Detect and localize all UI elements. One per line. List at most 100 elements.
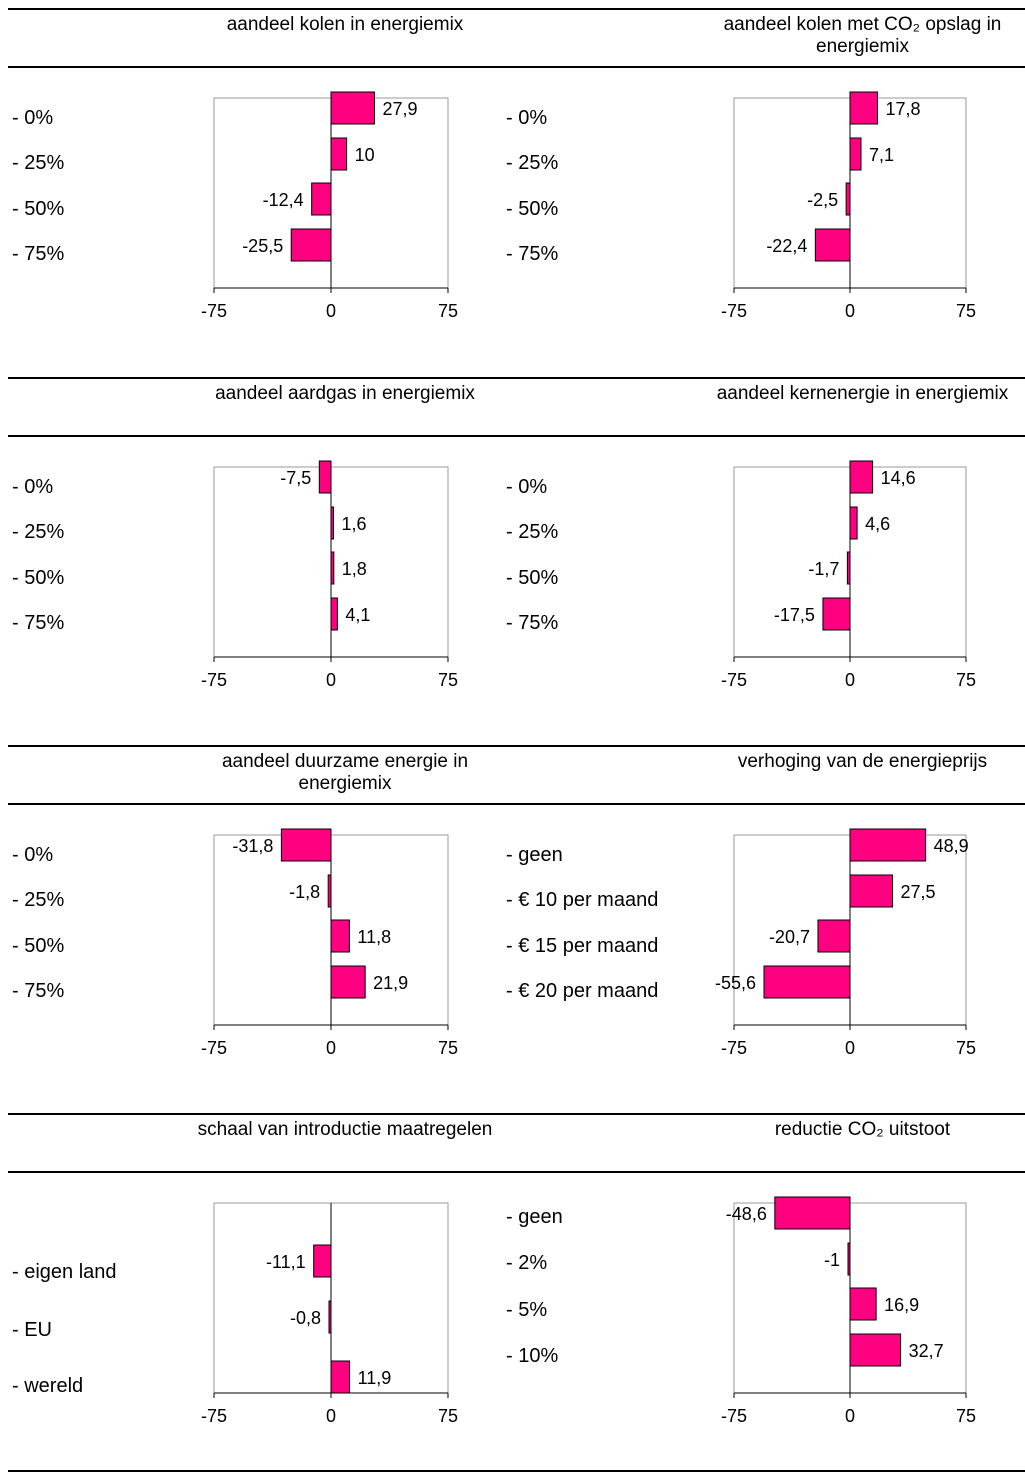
category-label: - 25% [12,152,65,174]
bar-value-label: 21,9 [373,973,408,993]
x-tick-label: -75 [201,301,227,321]
bar [846,551,851,585]
x-tick-label: -75 [721,1406,747,1426]
category-label: - 50% [506,198,559,220]
category-label: - 10% [506,1345,559,1367]
bar-value-label: -25,5 [242,236,283,256]
bar [849,828,927,862]
section-title-rule [8,435,1025,437]
bar [330,551,335,585]
bar-value-label: 11,8 [357,927,391,947]
category-label: - 75% [506,612,559,634]
x-tick-label: 75 [956,1406,976,1426]
section-title-rule [8,1171,1025,1173]
chart-title: aandeel kolen met CO₂ opslag in energiem… [723,14,1002,57]
bar [318,460,332,494]
chart-title: verhoging van de energieprijs [737,751,988,772]
bar [817,919,851,953]
category-label: - 50% [506,567,559,589]
category-label: - € 15 per maand [506,935,659,957]
bar [849,1287,877,1321]
section-top-rule [8,377,1025,379]
bar-value-label: 16,9 [884,1295,919,1315]
category-label: - 50% [12,935,65,957]
category-label: - 0% [12,107,54,129]
x-tick-label: -75 [201,1038,227,1058]
x-tick-label: 75 [956,1038,976,1058]
x-tick-label: -75 [721,1038,747,1058]
section-title-rule [8,803,1025,805]
bar-value-label: -12,4 [263,190,304,210]
bar-value-label: 11,9 [358,1368,392,1388]
bar [849,460,874,494]
x-tick-label: 0 [326,301,336,321]
bar-value-label: 14,6 [881,468,916,488]
bar [845,182,851,216]
category-label: - 50% [12,198,65,220]
x-tick-label: -75 [201,670,227,690]
x-tick-label: 0 [326,1406,336,1426]
x-tick-label: 75 [438,1406,458,1426]
section-title-rule [8,66,1025,68]
chart-title: aandeel kernenergie in energiemix [716,383,1009,404]
x-tick-label: 0 [845,301,855,321]
bar-value-label: -7,5 [280,468,311,488]
x-tick-label: -75 [721,670,747,690]
bar-value-label: 48,9 [934,836,969,856]
category-label: - 25% [12,521,65,543]
section-top-rule [8,745,1025,747]
bar [849,91,879,125]
bar-value-label: -1,7 [808,559,839,579]
x-tick-label: 0 [845,1406,855,1426]
bar [847,1242,851,1276]
bar-value-label: 1,8 [342,559,367,579]
chart-title: aandeel aardgas in energiemix [215,383,475,404]
bottom-rule [8,1470,1025,1472]
category-label: - eigen land [12,1261,117,1283]
x-tick-label: 0 [845,670,855,690]
bar-value-label: 32,7 [909,1341,944,1361]
x-tick-label: -75 [721,301,747,321]
bar-value-label: -1 [824,1250,840,1270]
section-top-rule [8,8,1025,10]
bar-value-label: -31,8 [232,836,273,856]
bar [327,874,332,908]
bar [330,91,376,125]
category-label: - 0% [12,844,54,866]
category-label: - 25% [506,521,559,543]
bar-value-label: -0,8 [290,1308,321,1328]
chart-title: reductie CO₂ uitstoot [774,1119,951,1140]
x-tick-label: 75 [956,301,976,321]
bar-value-label: 7,1 [869,145,894,165]
bar-value-label: -22,4 [766,236,807,256]
category-label: - 0% [12,476,54,498]
x-tick-label: 0 [326,1038,336,1058]
category-label: - 0% [506,107,548,129]
bar [313,1244,332,1278]
bar [330,137,348,171]
category-label: - 2% [506,1252,548,1274]
bar-value-label: 17,8 [886,99,921,119]
bar [330,1360,351,1394]
bar-value-label: -20,7 [769,927,810,947]
category-label: - 25% [12,889,65,911]
bar [774,1196,851,1230]
category-label: - 50% [12,567,65,589]
section-top-rule [8,1113,1025,1115]
bar-value-label: -55,6 [715,973,756,993]
category-label: - EU [12,1319,52,1341]
bar-value-label: 27,5 [901,882,936,902]
bar [330,965,366,999]
bar-value-label: 10 [355,145,375,165]
bar [330,506,334,540]
category-label: - 5% [506,1299,548,1321]
bar [290,228,332,262]
